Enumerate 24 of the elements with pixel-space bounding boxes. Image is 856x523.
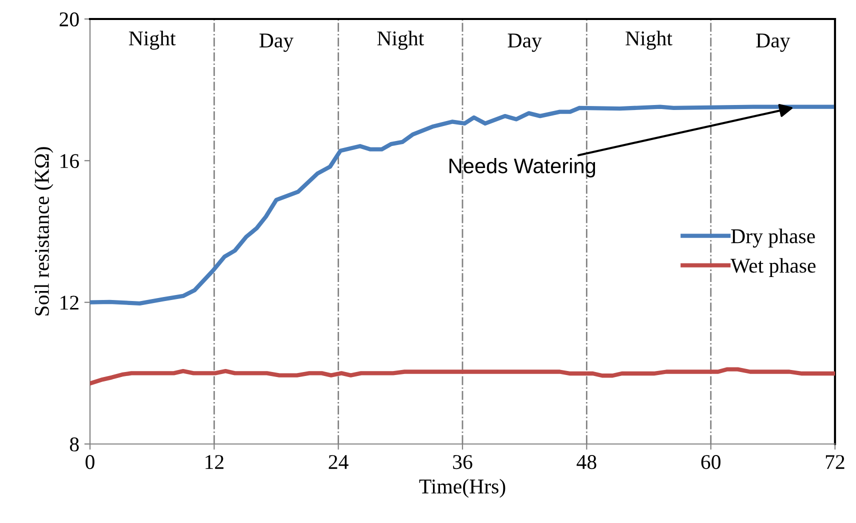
annotation: Day: [259, 34, 294, 52]
y-tick-label: 20: [60, 12, 79, 26]
x-tick-label: 24: [328, 455, 348, 469]
annotation: Needs Watering: [450, 158, 596, 178]
y-tick-label: 12: [60, 296, 78, 310]
annotation: Night: [626, 30, 672, 50]
annotation: Night: [377, 30, 424, 50]
annotation: Night: [128, 30, 176, 50]
annotation: Day: [756, 34, 790, 52]
x-tick-label: 60: [701, 455, 720, 470]
x-tick-label: 48: [576, 455, 596, 470]
x-tick-label: 72: [826, 455, 844, 469]
legend-label: Wet phase: [730, 258, 816, 278]
x-axis-title: Time(Hrs): [419, 478, 506, 498]
legend-label: Dry phase: [731, 228, 815, 248]
line-series: [90, 367, 835, 386]
x-tick-label: 12: [206, 455, 224, 469]
y-axis-title: Soil resistance (KΩ): [34, 147, 54, 316]
line-series: [90, 104, 834, 306]
x-tick-label: 0: [86, 455, 94, 470]
annotation: Day: [508, 34, 542, 52]
x-tick-label: 36: [453, 455, 472, 470]
y-tick-label: 16: [60, 154, 79, 168]
y-tick-label: 8: [70, 437, 79, 452]
